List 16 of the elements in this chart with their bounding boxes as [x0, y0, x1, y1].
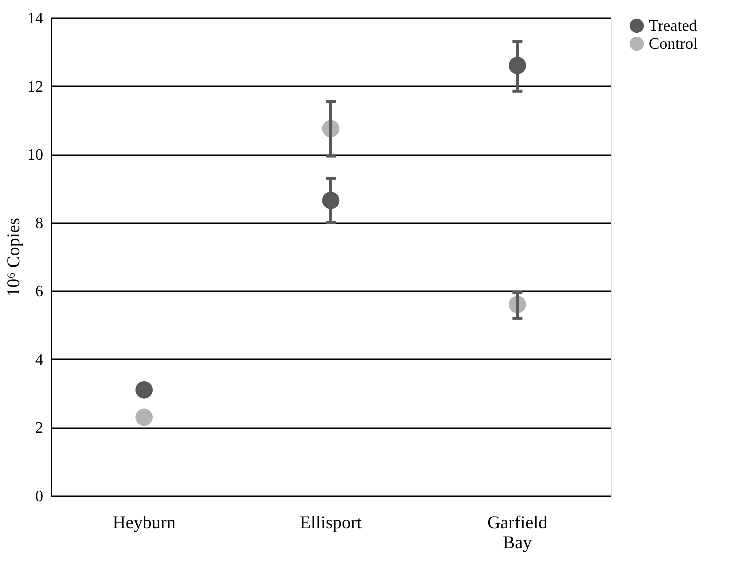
y-tick-label: 12 — [28, 78, 44, 96]
legend-label: Control — [649, 36, 698, 53]
y-tick-label: 8 — [36, 215, 44, 232]
x-tick-label: Garfield Bay — [488, 512, 548, 552]
x-tick-label: Ellisport — [300, 512, 362, 532]
y-tick-label: 14 — [28, 10, 44, 28]
y-tick-label: 4 — [36, 352, 44, 369]
y-tick-label: 0 — [36, 488, 44, 506]
point — [136, 382, 153, 399]
y-tick-label: 6 — [36, 284, 44, 301]
y-tick-label: 2 — [36, 420, 44, 438]
x-tick-label: Heyburn — [112, 512, 176, 532]
y-axis-title: 10⁶ Copies — [4, 218, 24, 297]
point — [136, 408, 153, 426]
y-tick-label: 10 — [28, 147, 44, 164]
legend-label: Treated — [649, 18, 698, 35]
